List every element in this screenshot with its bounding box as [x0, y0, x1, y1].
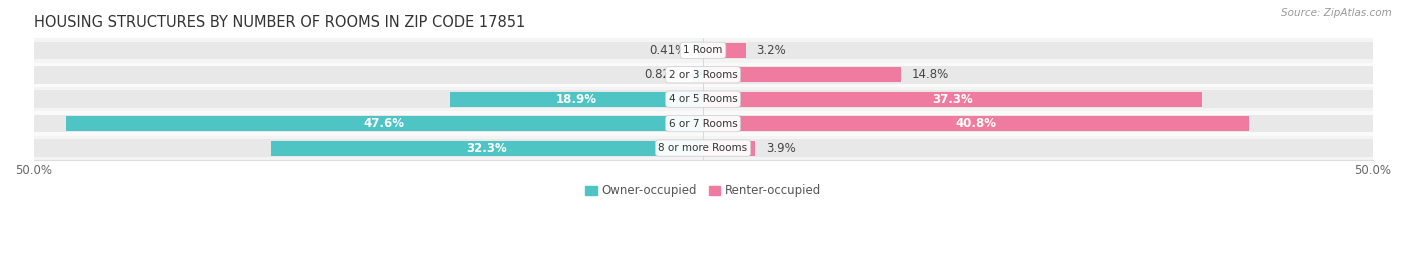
Bar — [692, 67, 703, 82]
Bar — [703, 92, 1202, 107]
Bar — [270, 140, 703, 156]
Text: 0.41%: 0.41% — [650, 44, 686, 57]
Text: 8 or more Rooms: 8 or more Rooms — [658, 143, 748, 153]
Bar — [703, 90, 1372, 108]
Bar — [34, 63, 1372, 87]
Bar — [34, 87, 1372, 112]
Bar — [697, 43, 703, 58]
Bar — [703, 116, 1250, 131]
Text: 1 Room: 1 Room — [683, 45, 723, 55]
Bar — [703, 42, 1372, 59]
Text: 47.6%: 47.6% — [364, 117, 405, 130]
Text: 4 or 5 Rooms: 4 or 5 Rooms — [669, 94, 737, 104]
Bar — [703, 43, 745, 58]
Bar — [34, 115, 703, 133]
Bar — [66, 116, 703, 131]
Bar — [703, 66, 1372, 84]
Text: 18.9%: 18.9% — [555, 93, 598, 106]
Text: 0.82%: 0.82% — [644, 68, 682, 81]
Text: 37.3%: 37.3% — [932, 93, 973, 106]
Text: 40.8%: 40.8% — [956, 117, 997, 130]
Bar — [34, 139, 703, 157]
Bar — [34, 42, 703, 59]
Bar — [34, 90, 703, 108]
Legend: Owner-occupied, Renter-occupied: Owner-occupied, Renter-occupied — [581, 181, 825, 201]
Text: 14.8%: 14.8% — [912, 68, 949, 81]
Bar — [450, 92, 703, 107]
Bar — [34, 38, 1372, 63]
Bar — [703, 67, 901, 82]
Bar — [34, 112, 1372, 136]
Text: 3.2%: 3.2% — [756, 44, 786, 57]
Text: 6 or 7 Rooms: 6 or 7 Rooms — [669, 119, 737, 129]
Bar — [34, 136, 1372, 160]
Bar — [703, 115, 1372, 133]
Bar — [703, 139, 1372, 157]
Text: 3.9%: 3.9% — [766, 141, 796, 155]
Bar — [34, 66, 703, 84]
Text: Source: ZipAtlas.com: Source: ZipAtlas.com — [1281, 8, 1392, 18]
Text: HOUSING STRUCTURES BY NUMBER OF ROOMS IN ZIP CODE 17851: HOUSING STRUCTURES BY NUMBER OF ROOMS IN… — [34, 15, 524, 30]
Bar — [703, 140, 755, 156]
Text: 32.3%: 32.3% — [467, 141, 508, 155]
Text: 2 or 3 Rooms: 2 or 3 Rooms — [669, 70, 737, 80]
